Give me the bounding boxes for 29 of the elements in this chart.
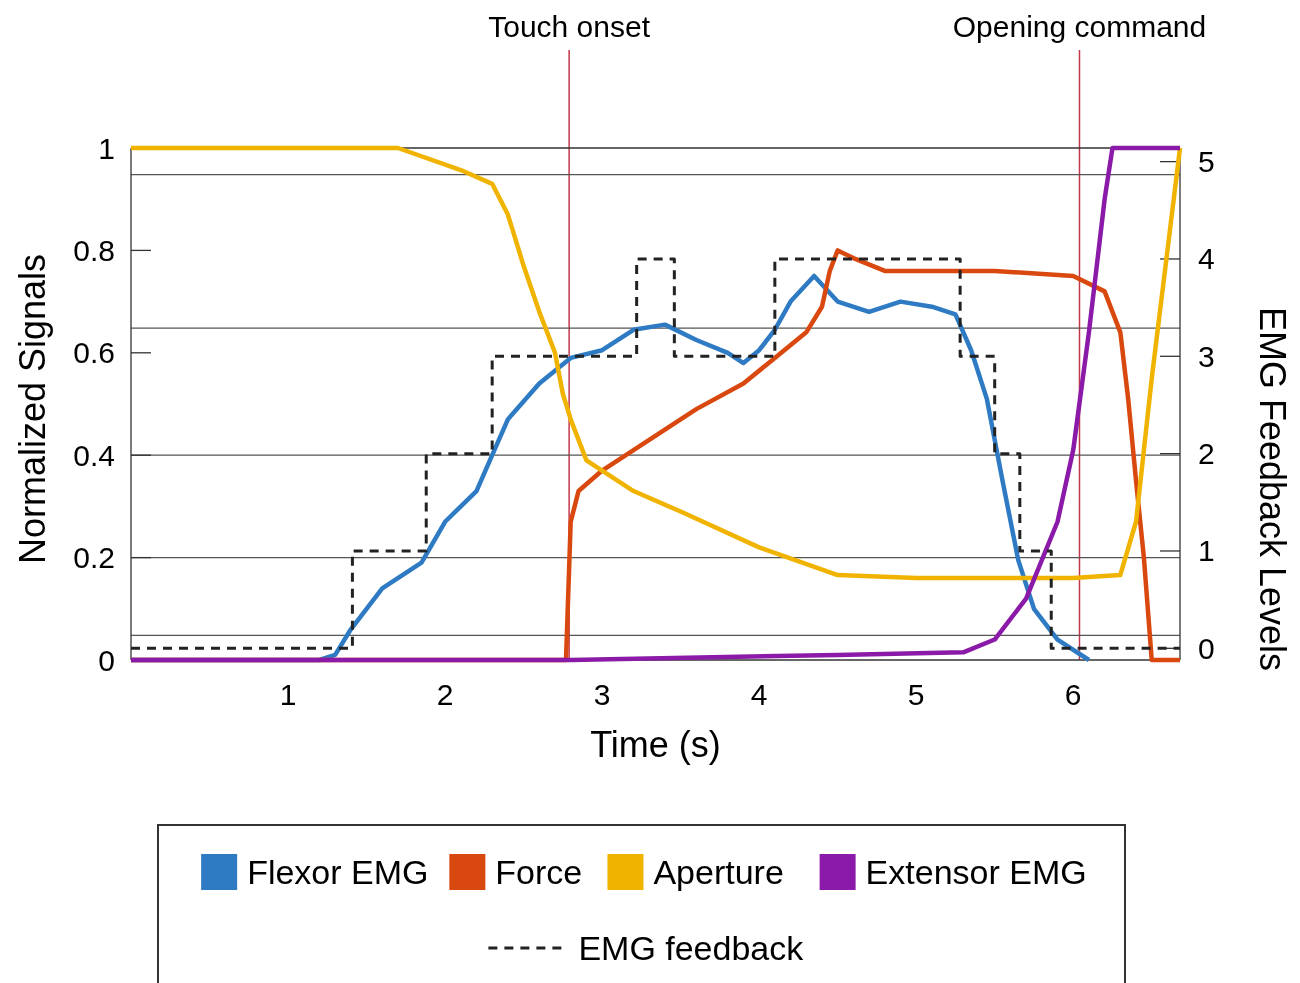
y2-tick-label: 2 (1198, 437, 1215, 471)
legend-label: Extensor EMG (865, 852, 1087, 891)
x-axis-title: Time (s) (590, 724, 721, 765)
x-tick-label: 2 (436, 678, 454, 711)
y-tick-label: 1 (98, 131, 115, 165)
ref-line-label: Touch onset (488, 10, 651, 43)
legend-label: Force (495, 852, 583, 891)
line-series (128, 145, 1183, 663)
legend-label: Flexor EMG (247, 852, 429, 891)
y-tick-label: 0.6 (73, 336, 115, 370)
y2-axis-title: EMG Feedback Levels (1252, 306, 1293, 672)
x-tick-label: 1 (279, 678, 297, 711)
x-tick-label: 6 (1064, 678, 1082, 711)
legend-label: EMG feedback (578, 928, 805, 967)
y-tick-label: 0.8 (73, 233, 115, 267)
y-tick-label: 0.2 (73, 541, 115, 575)
x-tick-label: 3 (593, 678, 611, 711)
x-tick-label: 4 (750, 678, 768, 711)
ref-line-label: Opening command (952, 10, 1207, 43)
y2-tick-label: 1 (1198, 534, 1215, 568)
y-tick-label: 0 (98, 643, 115, 677)
y2-tick-label: 0 (1198, 631, 1215, 665)
y2-tick-label: 4 (1198, 242, 1215, 276)
y-axis-title: Normalized Signals (12, 253, 53, 565)
legend-label: Aperture (653, 852, 784, 891)
y2-tick-label: 3 (1198, 339, 1215, 373)
x-tick-label: 5 (907, 678, 925, 711)
y2-tick-label: 5 (1198, 145, 1215, 179)
y-tick-label: 0.4 (73, 438, 115, 472)
